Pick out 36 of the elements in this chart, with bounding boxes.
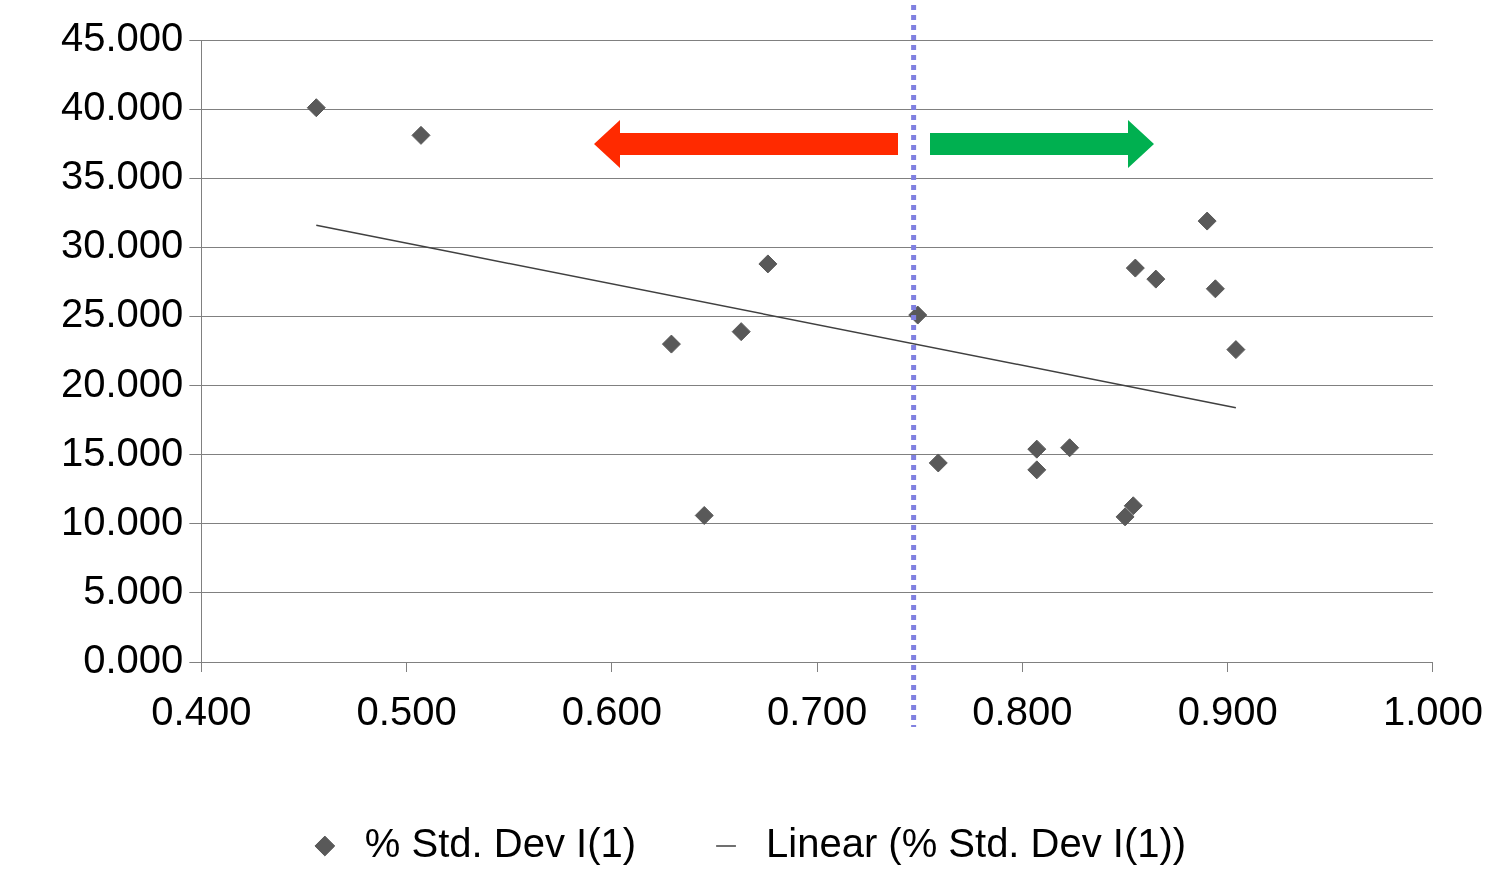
point (928, 453, 948, 473)
point (306, 98, 326, 118)
point (411, 125, 431, 145)
point (1146, 269, 1166, 289)
point (1060, 438, 1080, 458)
point (1226, 340, 1246, 360)
point (694, 505, 714, 525)
point (758, 254, 778, 274)
y-tick-label: 25.000 (61, 291, 184, 336)
point (1197, 211, 1217, 231)
x-tick-label: 0.900 (1177, 689, 1278, 734)
y-tick-label: 35.000 (61, 153, 184, 198)
x-tick-label: 0.600 (561, 689, 662, 734)
point (1125, 258, 1145, 278)
x-tick-label: 0.500 (356, 689, 457, 734)
point (1115, 507, 1135, 527)
y-tick-label: 40.000 (61, 84, 184, 129)
point (1027, 460, 1047, 480)
legend-label: % Std. Dev I(1) (364, 821, 637, 866)
x-tick-label: 0.700 (767, 689, 868, 734)
y-tick-label: 5.000 (83, 567, 184, 612)
y-tick-label: 45.000 (61, 15, 184, 60)
point (1027, 439, 1047, 459)
y-tick-label: 30.000 (61, 222, 184, 267)
x-tick-label: 1.000 (1382, 689, 1484, 734)
point (661, 334, 681, 354)
y-tick-label: 15.000 (61, 429, 184, 474)
point (1205, 279, 1225, 299)
y-tick-label: 0.000 (83, 637, 184, 682)
y-tick-label: 10.000 (61, 498, 184, 543)
legend-label: Linear (% Std. Dev I(1)) (766, 821, 1187, 866)
x-tick-label: 0.400 (151, 689, 252, 734)
y-tick-label: 20.000 (61, 360, 184, 405)
point (1123, 496, 1143, 516)
point (731, 322, 751, 342)
x-tick-label: 0.800 (972, 689, 1073, 734)
